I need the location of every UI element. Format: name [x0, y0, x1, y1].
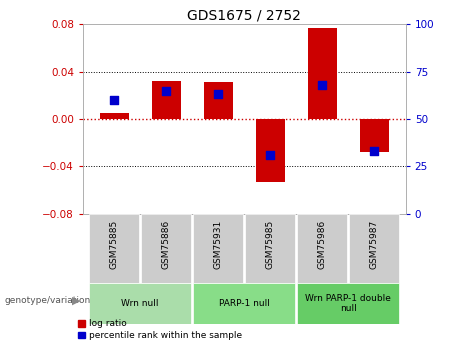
Bar: [100, 113, 129, 119]
Bar: [297, 283, 399, 324]
Text: GSM75885: GSM75885: [110, 219, 119, 269]
Text: Wrn PARP-1 double
null: Wrn PARP-1 double null: [306, 294, 391, 313]
Text: Wrn null: Wrn null: [122, 299, 159, 308]
Point: [111, 97, 118, 103]
Bar: [245, 214, 296, 283]
Title: GDS1675 / 2752: GDS1675 / 2752: [187, 9, 301, 23]
Bar: [89, 214, 139, 283]
Bar: [349, 214, 399, 283]
Bar: [360, 119, 389, 152]
Bar: [297, 214, 348, 283]
Text: GSM75986: GSM75986: [318, 219, 327, 269]
Text: GSM75985: GSM75985: [266, 219, 275, 269]
Point: [266, 152, 274, 158]
Point: [371, 148, 378, 154]
Bar: [141, 214, 191, 283]
Point: [319, 82, 326, 88]
Text: GSM75987: GSM75987: [370, 219, 379, 269]
Legend: log ratio, percentile rank within the sample: log ratio, percentile rank within the sa…: [78, 319, 242, 340]
Bar: [256, 119, 284, 182]
Point: [215, 91, 222, 97]
Bar: [193, 214, 243, 283]
Text: genotype/variation: genotype/variation: [5, 296, 91, 305]
Text: PARP-1 null: PARP-1 null: [219, 299, 270, 308]
Text: ▶: ▶: [72, 295, 81, 305]
Bar: [89, 283, 191, 324]
Bar: [204, 82, 233, 119]
Text: GSM75931: GSM75931: [214, 219, 223, 269]
Bar: [193, 283, 296, 324]
Bar: [308, 28, 337, 119]
Point: [163, 88, 170, 93]
Text: GSM75886: GSM75886: [162, 219, 171, 269]
Bar: [152, 81, 181, 119]
